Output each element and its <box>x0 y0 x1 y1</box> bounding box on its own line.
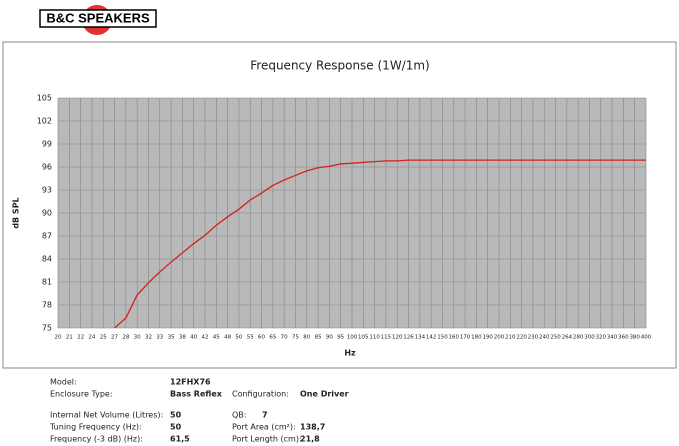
y-tick-label: 84 <box>42 255 52 264</box>
x-tick-label: 32 <box>145 335 152 341</box>
spec-value: 50 <box>170 423 182 432</box>
x-tick-label: 42 <box>202 335 209 341</box>
spec-label: Enclosure Type: <box>50 390 113 399</box>
x-tick-label: 264 <box>562 335 573 341</box>
spec-value: 7 <box>262 411 268 420</box>
y-axis-label: dB SPL <box>12 197 21 228</box>
x-tick-label: 33 <box>156 335 163 341</box>
x-tick-label: 38 <box>179 335 186 341</box>
chart-title: Frequency Response (1W/1m) <box>250 59 429 73</box>
spec-value: Bass Reflex <box>170 390 223 399</box>
y-tick-label: 81 <box>42 278 52 287</box>
x-tick-label: 360 <box>618 335 629 341</box>
spec-label: Model: <box>50 378 77 387</box>
spec-value: One Driver <box>300 390 349 399</box>
x-tick-label: 230 <box>528 335 539 341</box>
x-tick-label: 115 <box>381 335 392 341</box>
spec-label: Configuration: <box>232 390 289 399</box>
spec-label: Port Length (cm): <box>232 435 302 444</box>
x-tick-label: 150 <box>437 335 448 341</box>
x-tick-label: 70 <box>281 335 288 341</box>
x-tick-label: 80 <box>303 335 310 341</box>
x-tick-label: 340 <box>607 335 618 341</box>
x-tick-label: 35 <box>168 335 175 341</box>
x-tick-label: 380 <box>629 335 640 341</box>
x-tick-label: 30 <box>134 335 141 341</box>
x-tick-label: 320 <box>596 335 607 341</box>
x-tick-label: 126 <box>403 335 414 341</box>
spec-value: 12FHX76 <box>170 378 211 387</box>
x-tick-label: 180 <box>471 335 482 341</box>
y-tick-label: 75 <box>42 324 52 333</box>
x-tick-label: 22 <box>77 335 84 341</box>
x-tick-label: 240 <box>539 335 550 341</box>
x-tick-label: 55 <box>247 335 254 341</box>
x-tick-label: 65 <box>269 335 276 341</box>
x-tick-label: 300 <box>584 335 595 341</box>
spec-value: 61,5 <box>170 435 190 444</box>
spec-value: 21,8 <box>300 435 320 444</box>
x-tick-label: 170 <box>460 335 471 341</box>
x-tick-label: 120 <box>392 335 403 341</box>
x-tick-label: 28 <box>122 335 129 341</box>
spec-value: 50 <box>170 411 182 420</box>
y-tick-label: 96 <box>42 163 52 172</box>
x-tick-label: 100 <box>347 335 358 341</box>
x-tick-label: 280 <box>573 335 584 341</box>
x-tick-label: 20 <box>55 335 62 341</box>
x-tick-label: 27 <box>111 335 118 341</box>
x-tick-label: 24 <box>88 335 95 341</box>
y-tick-label: 99 <box>42 140 52 149</box>
x-tick-label: 160 <box>449 335 460 341</box>
x-tick-label: 85 <box>315 335 322 341</box>
x-tick-label: 21 <box>66 335 73 341</box>
x-tick-label: 220 <box>516 335 527 341</box>
spec-label: QB: <box>232 411 246 420</box>
x-tick-label: 25 <box>100 335 107 341</box>
x-tick-label: 45 <box>213 335 220 341</box>
spec-label: Internal Net Volume (Litres): <box>50 411 163 420</box>
x-tick-label: 400 <box>641 335 652 341</box>
y-tick-label: 105 <box>37 94 52 103</box>
x-tick-label: 90 <box>326 335 333 341</box>
x-tick-label: 95 <box>337 335 344 341</box>
spec-value: 138,7 <box>300 423 325 432</box>
logo-box <box>39 9 157 28</box>
x-tick-label: 210 <box>505 335 516 341</box>
logo: B&C SPEAKERS <box>39 5 157 35</box>
x-axis-label: Hz <box>344 349 356 358</box>
x-tick-label: 48 <box>224 335 231 341</box>
y-tick-label: 87 <box>42 232 52 241</box>
y-tick-label: 93 <box>42 186 52 195</box>
x-tick-label: 75 <box>292 335 299 341</box>
response-line <box>114 159 646 328</box>
spec-label: Tuning Frequency (Hz): <box>49 423 142 432</box>
y-tick-label: 78 <box>42 301 52 310</box>
x-tick-label: 105 <box>358 335 369 341</box>
x-tick-label: 142 <box>426 335 437 341</box>
y-tick-label: 102 <box>37 117 52 126</box>
x-tick-label: 190 <box>482 335 493 341</box>
x-tick-label: 40 <box>190 335 197 341</box>
x-tick-label: 200 <box>494 335 505 341</box>
x-tick-label: 50 <box>235 335 242 341</box>
x-tick-label: 60 <box>258 335 265 341</box>
x-tick-label: 250 <box>550 335 561 341</box>
y-tick-label: 90 <box>42 209 52 218</box>
brand: B&C SPEAKERS <box>46 10 150 25</box>
x-tick-label: 134 <box>415 335 426 341</box>
spec-label: Frequency (-3 dB) (Hz): <box>50 435 143 444</box>
spec-label: Port Area (cm²): <box>232 423 296 432</box>
x-tick-label: 110 <box>369 335 380 341</box>
